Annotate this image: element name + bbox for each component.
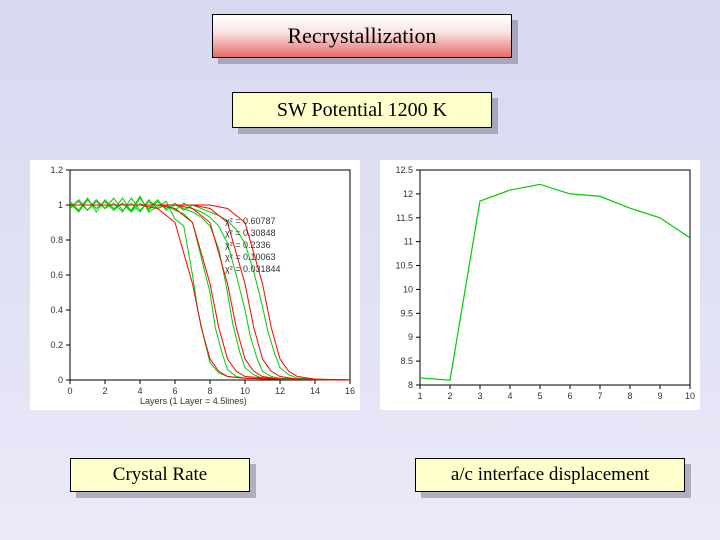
title-text: Recrystallization [287,23,436,48]
svg-text:6: 6 [567,391,572,401]
svg-text:14: 14 [310,386,320,396]
svg-text:9: 9 [657,391,662,401]
subtitle-box: SW Potential 1200 K [232,92,492,128]
svg-text:8: 8 [627,391,632,401]
subtitle-text: SW Potential 1200 K [277,99,447,121]
svg-text:4: 4 [507,391,512,401]
svg-text:12: 12 [275,386,285,396]
svg-text:8: 8 [207,386,212,396]
svg-text:1: 1 [417,391,422,401]
svg-text:0.6: 0.6 [50,270,63,280]
svg-text:0.4: 0.4 [50,305,63,315]
svg-text:7: 7 [597,391,602,401]
label-left-text: Crystal Rate [113,464,207,485]
svg-text:8.5: 8.5 [400,356,413,366]
svg-text:6: 6 [172,386,177,396]
svg-text:9: 9 [408,332,413,342]
svg-text:0.8: 0.8 [50,235,63,245]
svg-text:2: 2 [102,386,107,396]
left-legend: χ² = 0.60787χ² = 0.30848χ² = 0.2336χ² = … [225,215,281,275]
left-chart-svg: 0 2 4 6 8 10 12 14 16 0 0.2 0.4 0.6 0.8 1 1.2 [30,160,360,410]
label-right-box: a/c interface displacement [415,458,685,492]
svg-text:0.2: 0.2 [50,340,63,350]
svg-text:16: 16 [345,386,355,396]
svg-text:3: 3 [477,391,482,401]
svg-text:4: 4 [137,386,142,396]
svg-text:0: 0 [67,386,72,396]
svg-text:10: 10 [685,391,695,401]
right-chart: 1234567891088.599.51010.51111.51212.5 [380,160,700,410]
svg-text:10: 10 [240,386,250,396]
svg-text:12: 12 [403,189,413,199]
svg-text:10.5: 10.5 [395,261,413,271]
left-chart: 0 2 4 6 8 10 12 14 16 0 0.2 0.4 0.6 0.8 1 1.2 χ² = 0.60… [30,160,360,410]
label-right-text: a/c interface displacement [451,464,649,485]
label-left-box: Crystal Rate [70,458,250,492]
svg-text:8: 8 [408,380,413,390]
slide-root: Recrystallization SW Potential 1200 K 0 2… [0,0,720,540]
svg-text:1: 1 [58,200,63,210]
svg-text:1.2: 1.2 [50,165,63,175]
svg-text:5: 5 [537,391,542,401]
svg-text:9.5: 9.5 [400,308,413,318]
svg-text:0: 0 [58,375,63,385]
svg-text:10: 10 [403,284,413,294]
title-box: Recrystallization [212,14,512,58]
svg-text:2: 2 [447,391,452,401]
svg-text:11: 11 [404,237,413,247]
svg-text:12.5: 12.5 [395,165,413,175]
right-chart-svg: 1234567891088.599.51010.51111.51212.5 [380,160,700,410]
svg-text:11.5: 11.5 [396,213,413,223]
left-xlabel: Layers (1 Layer = 4.5lines) [140,396,247,406]
